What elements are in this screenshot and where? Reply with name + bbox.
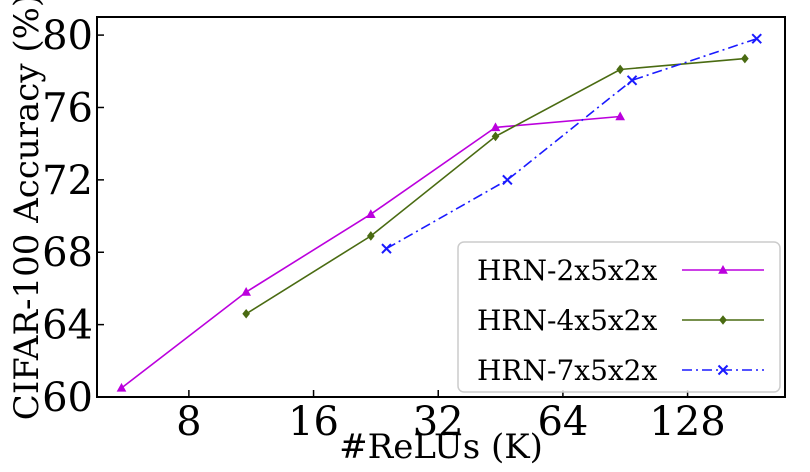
data-point (366, 231, 375, 241)
x-axis: 8 16 32 64 128 (176, 390, 726, 445)
x-tick-label: 16 (288, 399, 339, 445)
legend-label: HRN-2x5x2x (477, 254, 657, 287)
y-axis-title: CIFAR-100 Accuracy (%) (7, 0, 47, 420)
data-point (491, 131, 500, 142)
y-tick-label: 80 (42, 13, 93, 59)
x-tick-label: 128 (649, 399, 725, 445)
data-point (616, 64, 625, 75)
legend-label: HRN-7x5x2x (477, 354, 657, 387)
legend-marker (717, 364, 729, 376)
y-tick-label: 76 (42, 85, 93, 131)
series-line-3 (386, 37, 757, 250)
data-point (116, 382, 127, 392)
x-tick-label: 32 (413, 399, 464, 445)
legend: HRN-2x5x2x HRN-4x5x2x HRN-7x5x2x (457, 241, 781, 393)
plot-frame (96, 16, 786, 398)
y-tick-label: 68 (42, 230, 93, 276)
x-tick-label: 8 (176, 399, 201, 445)
data-point (751, 33, 762, 44)
data-point (626, 75, 638, 86)
legend-marker (718, 264, 728, 274)
data-point (741, 53, 749, 64)
y-tick-label: 72 (42, 158, 93, 204)
data-point (502, 174, 513, 186)
data-point (242, 308, 251, 319)
x-axis-title: #ReLUs (K) (339, 427, 543, 467)
plot-area (116, 33, 762, 392)
y-tick-label: 60 (42, 375, 93, 421)
data-point (365, 209, 376, 218)
data-point (615, 111, 626, 121)
legend-box (457, 241, 781, 393)
y-tick-label: 64 (42, 303, 93, 349)
data-point (381, 243, 392, 254)
data-point (490, 122, 501, 132)
legend-label: HRN-4x5x2x (477, 304, 657, 337)
data-point (241, 287, 252, 296)
y-axis: 60 64 68 72 76 80 (42, 13, 104, 421)
x-tick-label: 64 (537, 399, 588, 445)
legend-marker (719, 315, 727, 325)
